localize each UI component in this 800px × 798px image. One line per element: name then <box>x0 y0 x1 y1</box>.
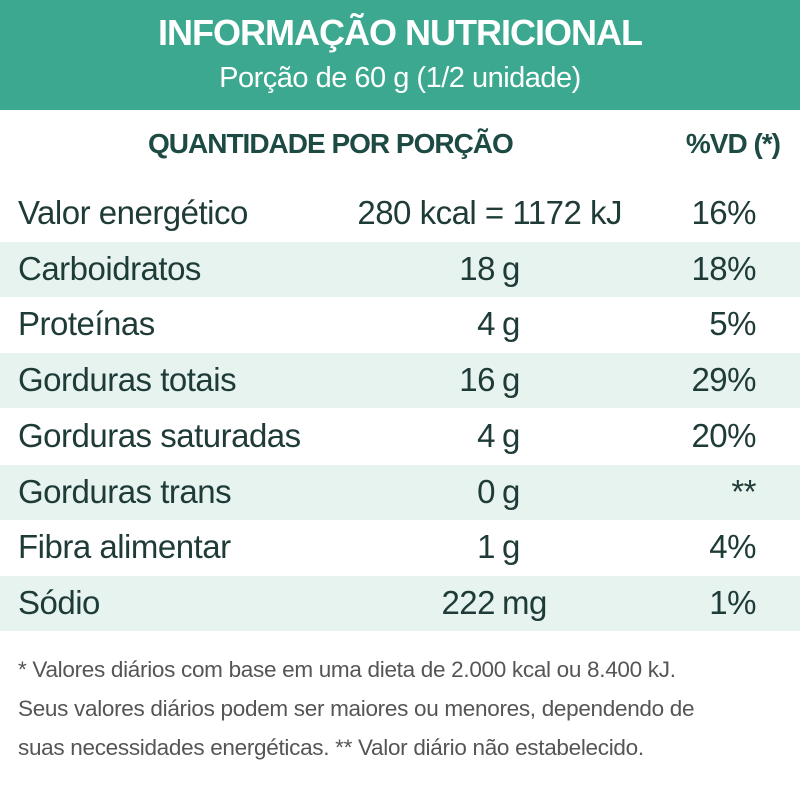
unit: g <box>502 361 520 399</box>
unit: g <box>502 472 520 510</box>
daily-value: ** <box>731 472 756 510</box>
daily-value: 5% <box>709 305 756 343</box>
footnote-line: suas necessidades energéticas. ** Valor … <box>18 735 644 760</box>
nutrient-name: Carboidratos <box>18 249 201 287</box>
unit: g <box>502 305 520 343</box>
table-row: Fibra alimentar 1 g 4% <box>0 520 800 575</box>
daily-value: 4% <box>709 528 756 566</box>
column-header: QUANTIDADE POR PORÇÃO <box>148 128 514 159</box>
table-row: Proteínas 4 g 5% <box>0 297 800 352</box>
table-row: Sódio 222 mg 1% <box>0 575 800 631</box>
daily-value: 20% <box>691 416 756 454</box>
nutrient-name: Proteínas <box>18 305 155 343</box>
nutrient-name: Gorduras trans <box>18 472 232 510</box>
nutrient-name: Sódio <box>18 583 100 621</box>
amount: 1 <box>477 528 495 566</box>
table-row: Valor energético 280 kcal = 1172 kJ 16% <box>0 186 800 241</box>
subtitle: Porção de 60 g (1/2 unidade) <box>219 62 581 94</box>
amount: 280 kcal = 1172 kJ <box>357 194 622 231</box>
amount: 0 <box>477 472 495 510</box>
amount: 4 <box>477 416 495 454</box>
daily-value: 16% <box>691 194 756 231</box>
column-header: %VD (*) <box>685 128 781 159</box>
footnote-line: * Valores diários com base em uma dieta … <box>18 657 676 682</box>
daily-value: 1% <box>709 583 756 621</box>
nutrient-name: Gorduras totais <box>18 361 237 399</box>
table-row: Carboidratos 18 g 18% <box>0 241 800 297</box>
unit: g <box>502 416 520 454</box>
unit: g <box>502 249 520 287</box>
footnote-line: Seus valores diários podem ser maiores o… <box>18 696 695 721</box>
daily-value: 29% <box>691 361 756 399</box>
unit: mg <box>502 583 547 621</box>
table-row: Gorduras saturadas 4 g 20% <box>0 409 800 464</box>
amount: 18 <box>459 249 495 287</box>
amount: 16 <box>459 361 495 399</box>
amount: 222 <box>441 583 495 621</box>
unit: g <box>502 528 520 566</box>
amount: 4 <box>477 305 495 343</box>
table-row: Gorduras trans 0 g ** <box>0 464 800 520</box>
footnote: * Valores diários com base em uma dieta … <box>18 650 788 767</box>
table-row: Gorduras totais 16 g 29% <box>0 353 800 409</box>
daily-value: 18% <box>691 249 756 287</box>
nutrient-name: Gorduras saturadas <box>18 416 301 454</box>
title: INFORMAÇÃO NUTRICIONAL <box>158 12 643 53</box>
header-band: INFORMAÇÃO NUTRICIONAL Porção de 60 g (1… <box>0 0 800 110</box>
nutrient-name: Valor energético <box>18 194 248 231</box>
nutrient-name: Fibra alimentar <box>18 528 231 566</box>
